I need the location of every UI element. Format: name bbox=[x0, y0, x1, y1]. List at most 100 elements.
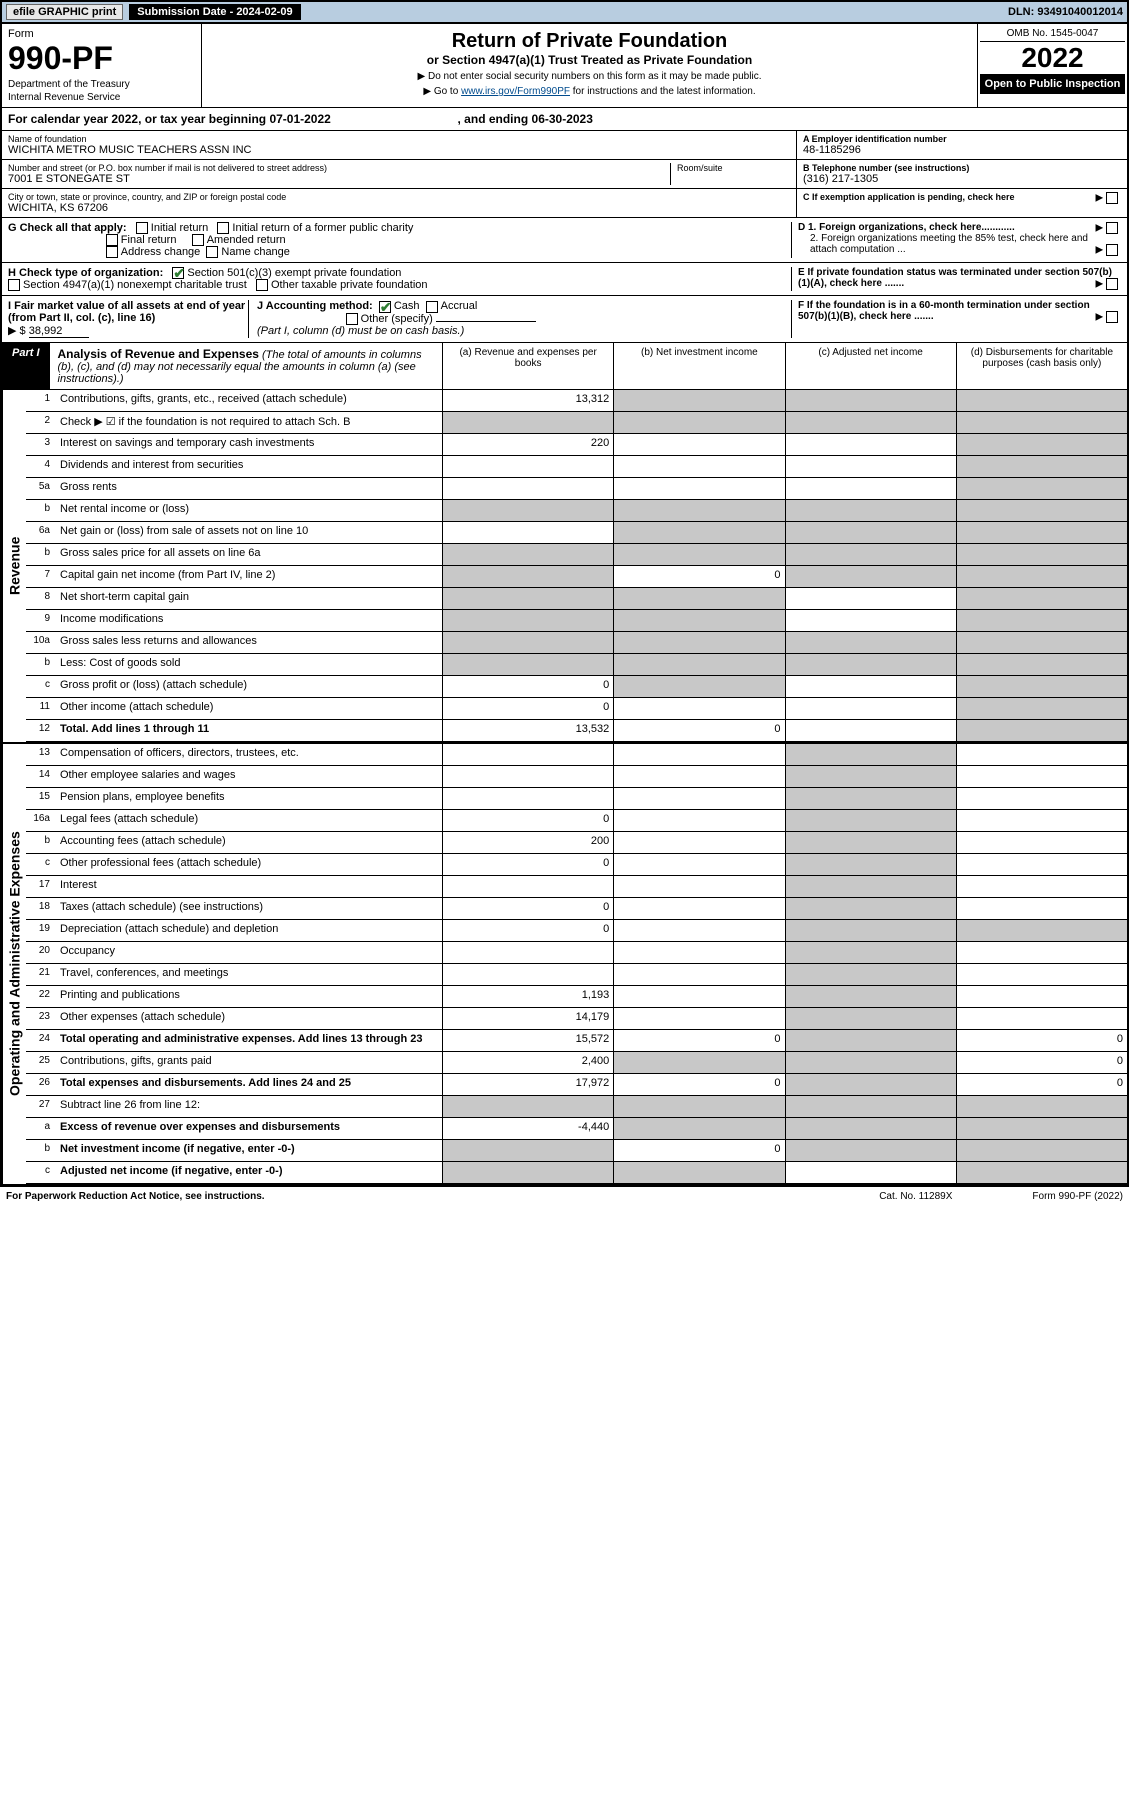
table-row: 15Pension plans, employee benefits bbox=[26, 788, 1127, 810]
cell-b bbox=[613, 1096, 784, 1117]
cell-a bbox=[442, 478, 613, 499]
table-row: 1Contributions, gifts, grants, etc., rec… bbox=[26, 390, 1127, 412]
line-number: 8 bbox=[26, 588, 56, 609]
d2-label: 2. Foreign organizations meeting the 85%… bbox=[810, 233, 1088, 255]
line-number: 3 bbox=[26, 434, 56, 455]
revenue-section: Revenue 1Contributions, gifts, grants, e… bbox=[2, 390, 1127, 742]
h-4947: Section 4947(a)(1) nonexempt charitable … bbox=[23, 279, 247, 291]
j-accrual-cb[interactable] bbox=[426, 301, 438, 313]
line-number: 26 bbox=[26, 1074, 56, 1095]
note-ssn: ▶ Do not enter social security numbers o… bbox=[212, 71, 967, 82]
cell-a: 200 bbox=[442, 832, 613, 853]
cell-b bbox=[613, 588, 784, 609]
line-desc: Net investment income (if negative, ente… bbox=[56, 1140, 442, 1161]
line-desc: Other professional fees (attach schedule… bbox=[56, 854, 442, 875]
g-initial: Initial return bbox=[151, 222, 208, 234]
e-cb[interactable] bbox=[1106, 278, 1118, 290]
line-desc: Pension plans, employee benefits bbox=[56, 788, 442, 809]
table-row: 22Printing and publications1,193 bbox=[26, 986, 1127, 1008]
line-number: 18 bbox=[26, 898, 56, 919]
ein-label: A Employer identification number bbox=[803, 134, 1121, 144]
line-desc: Accounting fees (attach schedule) bbox=[56, 832, 442, 853]
cell-c bbox=[785, 720, 956, 741]
telephone: (316) 217-1305 bbox=[803, 173, 1121, 185]
h-other-cb[interactable] bbox=[256, 279, 268, 291]
g-former-cb[interactable] bbox=[217, 222, 229, 234]
cell-c bbox=[785, 500, 956, 521]
cell-a bbox=[442, 1140, 613, 1161]
line-desc: Depreciation (attach schedule) and deple… bbox=[56, 920, 442, 941]
cell-a bbox=[442, 500, 613, 521]
line-number: b bbox=[26, 1140, 56, 1161]
h-501c3-cb[interactable] bbox=[172, 267, 184, 279]
table-row: bNet investment income (if negative, ent… bbox=[26, 1140, 1127, 1162]
line-desc: Dividends and interest from securities bbox=[56, 456, 442, 477]
cell-a: 14,179 bbox=[442, 1008, 613, 1029]
line-number: 11 bbox=[26, 698, 56, 719]
cell-b bbox=[613, 1008, 784, 1029]
cell-b bbox=[613, 1162, 784, 1183]
table-row: 6aNet gain or (loss) from sale of assets… bbox=[26, 522, 1127, 544]
table-row: cGross profit or (loss) (attach schedule… bbox=[26, 676, 1127, 698]
cell-c bbox=[785, 588, 956, 609]
open-public: Open to Public Inspection bbox=[980, 74, 1125, 94]
cell-a bbox=[442, 942, 613, 963]
g-addr-cb[interactable] bbox=[106, 246, 118, 258]
line-number: 7 bbox=[26, 566, 56, 587]
line-number: 19 bbox=[26, 920, 56, 941]
cell-c bbox=[785, 942, 956, 963]
line-number: 25 bbox=[26, 1052, 56, 1073]
cell-c bbox=[785, 1074, 956, 1095]
f-cb[interactable] bbox=[1106, 311, 1118, 323]
h-label: H Check type of organization: bbox=[8, 267, 163, 279]
line-desc: Net rental income or (loss) bbox=[56, 500, 442, 521]
cell-b bbox=[613, 632, 784, 653]
g-name-cb[interactable] bbox=[206, 246, 218, 258]
d2-cb[interactable] bbox=[1106, 244, 1118, 256]
cell-c bbox=[785, 610, 956, 631]
efile-print-button[interactable]: efile GRAPHIC print bbox=[6, 4, 123, 20]
j-cash-cb[interactable] bbox=[379, 301, 391, 313]
c-checkbox[interactable] bbox=[1106, 192, 1118, 204]
cell-d: 0 bbox=[956, 1052, 1127, 1073]
g-initial-cb[interactable] bbox=[136, 222, 148, 234]
cell-d bbox=[956, 1118, 1127, 1139]
dept-treasury: Department of the Treasury bbox=[8, 79, 195, 90]
cell-d bbox=[956, 720, 1127, 741]
g-amended-cb[interactable] bbox=[192, 234, 204, 246]
city-label: City or town, state or province, country… bbox=[8, 192, 790, 202]
cell-b bbox=[613, 390, 784, 411]
j-other-cb[interactable] bbox=[346, 313, 358, 325]
ein-value: 48-1185296 bbox=[803, 144, 1121, 156]
cell-a bbox=[442, 566, 613, 587]
part1-tag: Part I bbox=[2, 343, 50, 389]
d1-label: D 1. Foreign organizations, check here..… bbox=[798, 222, 1015, 233]
j-cash: Cash bbox=[394, 300, 420, 312]
cell-a bbox=[442, 766, 613, 787]
cell-c bbox=[785, 544, 956, 565]
cell-c bbox=[785, 854, 956, 875]
line-number: a bbox=[26, 1118, 56, 1139]
cell-b bbox=[613, 456, 784, 477]
cell-c bbox=[785, 1096, 956, 1117]
d1-cb[interactable] bbox=[1106, 222, 1118, 234]
cell-c bbox=[785, 898, 956, 919]
h-4947-cb[interactable] bbox=[8, 279, 20, 291]
cell-c bbox=[785, 478, 956, 499]
line-number: 4 bbox=[26, 456, 56, 477]
form-instructions-link[interactable]: www.irs.gov/Form990PF bbox=[461, 86, 570, 97]
cell-b bbox=[613, 920, 784, 941]
room-label: Room/suite bbox=[677, 163, 790, 173]
table-row: 3Interest on savings and temporary cash … bbox=[26, 434, 1127, 456]
cell-a: 1,193 bbox=[442, 986, 613, 1007]
g-addr: Address change bbox=[121, 246, 201, 258]
cell-d bbox=[956, 766, 1127, 787]
g-final-cb[interactable] bbox=[106, 234, 118, 246]
entity-info: Name of foundation WICHITA METRO MUSIC T… bbox=[2, 131, 1127, 218]
g-former: Initial return of a former public charit… bbox=[232, 222, 413, 234]
cell-d bbox=[956, 1162, 1127, 1183]
table-row: 4Dividends and interest from securities bbox=[26, 456, 1127, 478]
form-title: Return of Private Foundation bbox=[212, 30, 967, 53]
form-number: 990-PF bbox=[8, 40, 195, 77]
line-number: 20 bbox=[26, 942, 56, 963]
